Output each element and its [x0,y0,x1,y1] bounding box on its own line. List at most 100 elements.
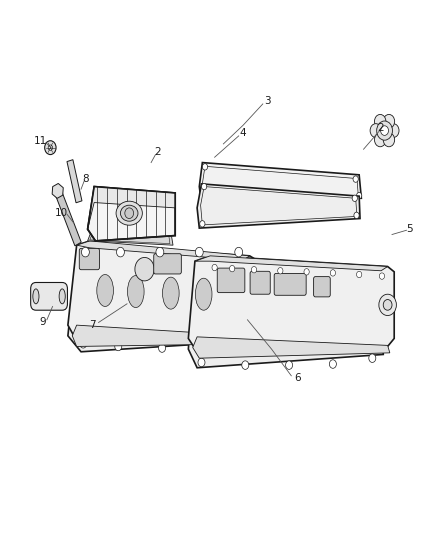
Circle shape [135,257,154,281]
Circle shape [167,262,174,271]
Circle shape [235,247,243,257]
FancyBboxPatch shape [82,268,102,289]
Circle shape [230,265,235,272]
Circle shape [383,115,395,128]
Text: 3: 3 [264,96,271,106]
Circle shape [278,268,283,274]
FancyBboxPatch shape [314,277,330,297]
Circle shape [117,247,124,257]
Polygon shape [188,266,383,368]
FancyBboxPatch shape [154,254,181,274]
Text: 5: 5 [406,224,413,234]
Circle shape [196,269,203,277]
Ellipse shape [195,278,212,310]
Circle shape [312,277,319,285]
Ellipse shape [120,205,138,221]
FancyBboxPatch shape [250,271,270,294]
FancyBboxPatch shape [79,248,99,270]
Circle shape [198,358,205,367]
Ellipse shape [134,289,160,332]
Polygon shape [193,337,390,358]
FancyBboxPatch shape [106,269,126,290]
Circle shape [330,270,336,276]
Ellipse shape [116,201,142,225]
Ellipse shape [97,274,113,306]
Circle shape [372,284,379,292]
Circle shape [128,260,135,268]
Circle shape [374,115,386,128]
Polygon shape [52,183,63,198]
Ellipse shape [33,289,39,304]
Text: 9: 9 [39,318,46,327]
Polygon shape [67,160,82,203]
Ellipse shape [162,277,179,309]
Text: 8: 8 [82,174,89,183]
Circle shape [205,265,212,273]
Circle shape [286,361,293,369]
Text: 4: 4 [240,128,247,138]
Circle shape [242,361,249,369]
Circle shape [229,271,236,279]
Circle shape [388,124,399,138]
Circle shape [304,269,309,275]
Polygon shape [188,256,394,352]
Circle shape [377,121,392,140]
FancyBboxPatch shape [274,273,306,295]
Circle shape [235,268,242,276]
Circle shape [354,212,359,219]
Circle shape [200,345,207,353]
Ellipse shape [202,292,227,333]
Circle shape [251,266,257,273]
Circle shape [383,300,392,310]
Ellipse shape [227,296,264,349]
Circle shape [80,340,87,348]
Circle shape [351,280,358,288]
Circle shape [270,274,277,282]
Circle shape [353,176,358,182]
Polygon shape [88,187,175,241]
Polygon shape [199,163,361,204]
Polygon shape [68,241,254,337]
Circle shape [125,208,134,219]
Ellipse shape [59,289,65,304]
Circle shape [381,126,389,135]
Text: 2: 2 [378,123,385,133]
Circle shape [159,344,166,352]
Polygon shape [195,256,388,271]
Circle shape [201,183,207,190]
Circle shape [156,247,164,257]
Ellipse shape [272,298,310,352]
Circle shape [357,271,362,278]
Polygon shape [55,189,81,246]
Ellipse shape [169,290,195,333]
Circle shape [91,257,98,265]
Circle shape [115,342,122,351]
Circle shape [374,133,386,147]
Polygon shape [88,227,173,245]
Circle shape [370,124,381,138]
Polygon shape [72,325,250,346]
Circle shape [78,257,85,265]
Text: 2: 2 [154,147,161,157]
Polygon shape [68,251,250,352]
Ellipse shape [127,276,144,308]
Circle shape [383,133,395,147]
Polygon shape [88,187,175,229]
Polygon shape [197,184,360,228]
Ellipse shape [318,303,353,353]
Circle shape [195,247,203,257]
Circle shape [329,360,336,368]
Circle shape [379,294,396,316]
Circle shape [369,354,376,362]
Text: 11: 11 [34,136,47,146]
Circle shape [212,264,217,271]
Circle shape [357,192,362,199]
FancyBboxPatch shape [31,282,67,310]
FancyBboxPatch shape [217,268,245,293]
Text: 6: 6 [294,374,301,383]
Circle shape [45,141,56,155]
Text: 7: 7 [88,320,95,330]
Circle shape [201,197,206,204]
Circle shape [48,145,53,150]
Circle shape [81,247,89,257]
